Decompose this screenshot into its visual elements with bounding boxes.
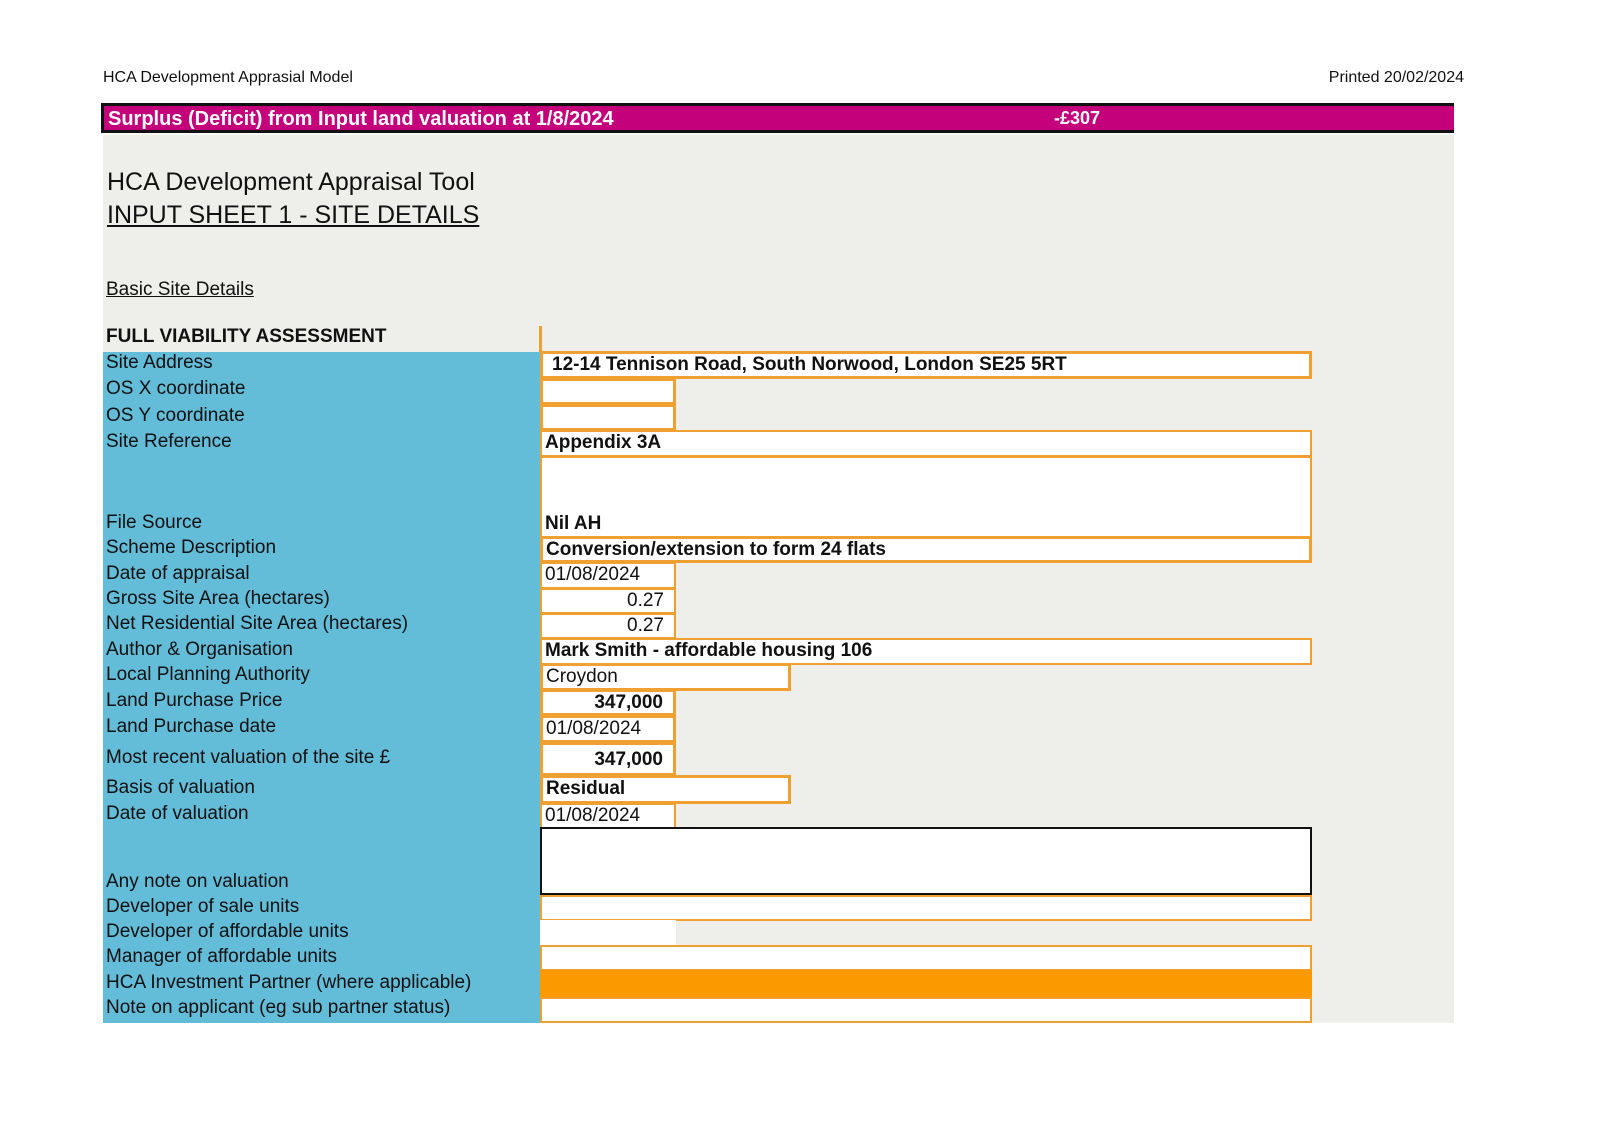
label-os-x: OS X coordinate — [106, 378, 246, 399]
label-land-date: Land Purchase date — [106, 716, 277, 737]
tool-title: HCA Development Appraisal Tool — [107, 168, 475, 196]
gross-site-area-input[interactable]: 0.27 — [540, 588, 676, 614]
date-valuation-input[interactable]: 01/08/2024 — [540, 803, 676, 829]
developer-sale-input[interactable] — [540, 895, 1312, 921]
surplus-value: -£307 — [1054, 108, 1101, 128]
label-recent-valuation: Most recent valuation of the site £ — [106, 747, 391, 768]
doc-header-title: HCA Development Apprasial Model — [103, 69, 353, 86]
os-y-input[interactable] — [540, 404, 676, 431]
file-source-input[interactable]: Nil AH — [540, 456, 1312, 538]
label-basis-valuation: Basis of valuation — [106, 777, 255, 798]
label-lpa: Local Planning Authority — [106, 664, 310, 685]
manager-affordable-input[interactable] — [540, 945, 1312, 971]
net-site-area-input[interactable]: 0.27 — [540, 613, 676, 639]
date-of-appraisal-input[interactable]: 01/08/2024 — [540, 562, 676, 589]
lpa-input[interactable]: Croydon — [540, 663, 791, 691]
label-net-site-area: Net Residential Site Area (hectares) — [106, 613, 409, 634]
recent-valuation-input[interactable]: 347,000 — [540, 742, 676, 776]
valuation-note-input[interactable] — [540, 827, 1312, 895]
label-hca-partner: HCA Investment Partner (where applicable… — [106, 972, 472, 993]
hca-partner-input[interactable] — [540, 970, 1312, 998]
developer-affordable-input[interactable] — [540, 920, 676, 946]
label-date-valuation: Date of valuation — [106, 803, 249, 824]
label-os-y: OS Y coordinate — [106, 405, 245, 426]
label-valuation-note: Any note on valuation — [106, 871, 289, 892]
label-applicant-note: Note on applicant (eg sub partner status… — [106, 997, 451, 1018]
author-input[interactable]: Mark Smith - affordable housing 106 — [540, 638, 1312, 665]
os-x-input[interactable] — [540, 378, 676, 405]
scheme-description-input[interactable]: Conversion/extension to form 24 flats — [540, 536, 1312, 563]
label-land-price: Land Purchase Price — [106, 690, 283, 711]
land-date-input[interactable]: 01/08/2024 — [540, 715, 676, 743]
basis-valuation-input[interactable]: Residual — [540, 775, 791, 804]
divider — [539, 326, 542, 353]
surplus-label: Surplus (Deficit) from Input land valuat… — [108, 108, 614, 130]
section-heading: Basic Site Details — [106, 279, 254, 300]
applicant-note-input[interactable] — [540, 997, 1312, 1023]
land-price-input[interactable]: 347,000 — [540, 689, 676, 716]
surplus-banner: Surplus (Deficit) from Input land valuat… — [101, 103, 1454, 133]
label-column — [103, 352, 540, 1023]
label-file-source: File Source — [106, 512, 203, 533]
label-site-reference: Site Reference — [106, 431, 232, 452]
label-manager-affordable: Manager of affordable units — [106, 946, 337, 967]
label-gross-site-area: Gross Site Area (hectares) — [106, 588, 330, 609]
assessment-heading: FULL VIABILITY ASSESSMENT — [106, 326, 387, 347]
label-date-of-appraisal: Date of appraisal — [106, 563, 250, 584]
site-address-input[interactable]: 12-14 Tennison Road, South Norwood, Lond… — [540, 351, 1312, 379]
label-developer-sale: Developer of sale units — [106, 896, 300, 917]
print-date: Printed 20/02/2024 — [1328, 69, 1464, 86]
label-author: Author & Organisation — [106, 639, 293, 660]
label-developer-affordable: Developer of affordable units — [106, 921, 349, 942]
site-reference-input[interactable]: Appendix 3A — [540, 430, 1312, 457]
label-site-address: Site Address — [106, 352, 213, 373]
sheet-title: INPUT SHEET 1 - SITE DETAILS — [107, 201, 480, 229]
label-scheme-description: Scheme Description — [106, 537, 277, 558]
